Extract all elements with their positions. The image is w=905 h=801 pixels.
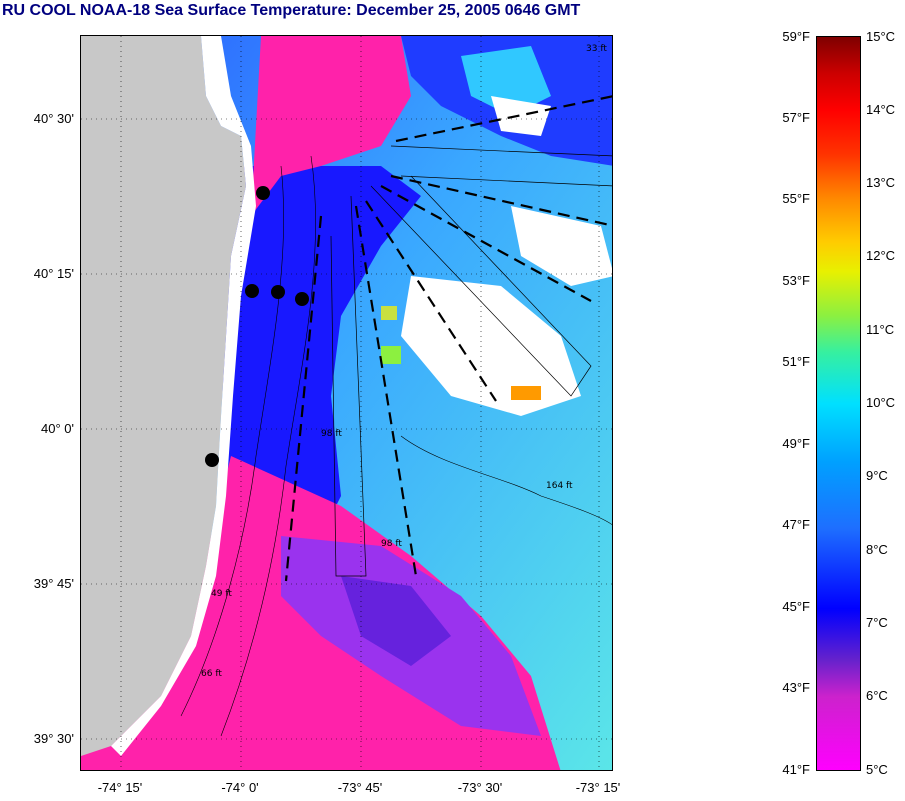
depth-contours xyxy=(180,155,612,737)
depth-label-164: 164 ft xyxy=(546,481,573,491)
colorbar-c-7: 7°C xyxy=(866,615,888,630)
colorbar-f-53: 53°F xyxy=(782,273,810,288)
colorbar-c-15: 15°C xyxy=(866,29,896,44)
colorbar-c-11: 11°C xyxy=(866,322,895,337)
colorbar-c-14: 14°C xyxy=(866,102,896,117)
coastal-blue-band xyxy=(221,166,421,556)
temperature-colorbar xyxy=(816,36,861,771)
station-marker-3[interactable] xyxy=(271,285,285,299)
colorbar-f-55: 55°F xyxy=(782,191,810,206)
transect-lines xyxy=(330,145,612,577)
cloud-mask-northeast xyxy=(511,206,612,286)
depth-label-98: 98 ft xyxy=(381,539,402,549)
lon-label-74-15: -74° 15' xyxy=(97,780,143,795)
colorbar-c-5: 5°C xyxy=(866,762,888,777)
station-marker-5[interactable] xyxy=(205,453,219,467)
land-new-jersey xyxy=(81,36,246,756)
lon-label-74-00: -74° 0' xyxy=(221,780,259,795)
station-marker-4[interactable] xyxy=(295,292,309,306)
colorbar-f-51: 51°F xyxy=(782,354,810,369)
colorbar-c-12: 12°C xyxy=(866,248,896,263)
station-marker-2[interactable] xyxy=(245,284,259,298)
colorbar-f-43: 43°F xyxy=(782,680,810,695)
colorbar-c-8: 8°C xyxy=(866,542,888,557)
warm-patch-1 xyxy=(381,306,397,320)
northeast-cyan-patch xyxy=(461,46,551,116)
colorbar-f-59: 59°F xyxy=(782,29,810,44)
page-title: RU COOL NOAA-18 Sea Surface Temperature:… xyxy=(2,2,581,19)
warm-patch-2 xyxy=(511,386,541,400)
sst-map-canvas: 164 ft 98 ft 49 ft 66 ft 98 ft 33 ft xyxy=(81,36,612,770)
warm-patch-3 xyxy=(381,346,401,364)
lat-label-39-30: 39° 30' xyxy=(33,731,74,746)
cloud-mask-east xyxy=(401,276,581,416)
lat-label-39-45: 39° 45' xyxy=(33,576,74,591)
colorbar-f-47: 47°F xyxy=(782,517,810,532)
colorbar-c-13: 13°C xyxy=(866,175,896,190)
north-magenta-water xyxy=(251,36,411,216)
colorbar-c-10: 10°C xyxy=(866,395,896,410)
lat-label-40-00: 40° 0' xyxy=(41,421,74,436)
barrier-island xyxy=(111,36,256,756)
lon-label-73-45: -73° 45' xyxy=(337,780,383,795)
depth-label-49: 49 ft xyxy=(211,589,232,599)
depth-label-66: 66 ft xyxy=(201,669,222,679)
dashed-sectors xyxy=(284,95,612,582)
colorbar-f-49: 49°F xyxy=(782,436,810,451)
cloud-mask-small xyxy=(491,96,551,136)
colorbar-c-6: 6°C xyxy=(866,688,888,703)
colorbar-c-9: 9°C xyxy=(866,468,888,483)
station-marker-1[interactable] xyxy=(256,186,270,200)
violet-eddy xyxy=(341,576,451,666)
lat-label-40-15: 40° 15' xyxy=(33,266,74,281)
depth-label-33: 33 ft xyxy=(586,44,607,54)
lon-label-73-15: -73° 15' xyxy=(575,780,621,795)
colorbar-f-57: 57°F xyxy=(782,110,810,125)
lon-label-73-30: -73° 30' xyxy=(457,780,503,795)
sst-map: 164 ft 98 ft 49 ft 66 ft 98 ft 33 ft xyxy=(80,35,613,771)
colorbar-f-45: 45°F xyxy=(782,599,810,614)
lat-label-40-30: 40° 30' xyxy=(33,111,74,126)
colorbar-f-41: 41°F xyxy=(782,762,810,777)
depth-label-98b: 98 ft xyxy=(321,429,342,439)
